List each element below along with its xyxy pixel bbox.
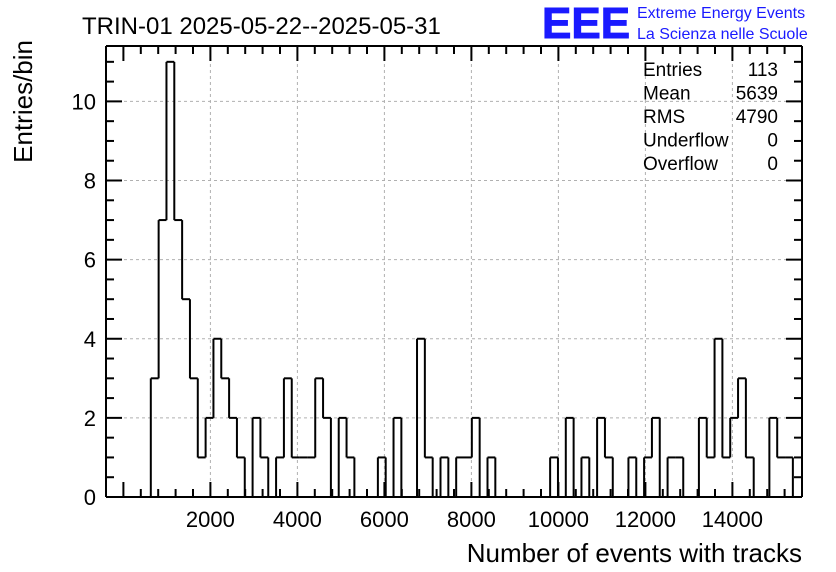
y-tick-label: 6 — [84, 248, 96, 273]
stats-value: 0 — [767, 154, 778, 175]
stats-value: 0 — [767, 131, 778, 152]
x-tick-label: 12000 — [615, 507, 676, 532]
eee-logo-mark: EEE — [542, 0, 630, 48]
stats-value: 113 — [748, 60, 778, 81]
stats-label: Overflow — [643, 154, 718, 175]
x-axis-title: Number of events with tracks — [467, 538, 802, 568]
y-tick-label: 10 — [72, 89, 96, 114]
logo-line-1: Extreme Energy Events — [637, 5, 805, 22]
y-tick-label: 2 — [84, 406, 96, 431]
grid — [106, 46, 802, 497]
y-tick-label: 8 — [84, 169, 96, 194]
x-tick-label: 6000 — [360, 507, 409, 532]
stats-label: Underflow — [643, 131, 729, 152]
tick-labels: 2000 4000 6000 8000 10000 12000 14000 0 2 4 6 8 10 — [72, 89, 763, 532]
stats-value: 5639 — [736, 84, 778, 105]
y-axis-title: Entries/bin — [8, 40, 38, 163]
stats-box: Entries 113 Mean 5639 RMS 4790 Underflow 0 Overf… — [643, 60, 778, 175]
eee-logo: EEE Extreme Energy Events La Scienza nel… — [542, 0, 808, 49]
x-tick-label: 10000 — [528, 507, 589, 532]
logo-line-2: La Scienza nelle Scuole — [637, 26, 808, 43]
x-tick-label: 8000 — [447, 507, 496, 532]
histogram-series — [149, 60, 801, 498]
x-tick-label: 2000 — [186, 507, 235, 532]
stats-value: 4790 — [736, 107, 778, 128]
chart-title: TRIN-01 2025-05-22--2025-05-31 — [82, 13, 441, 40]
x-tick-label: 4000 — [273, 507, 322, 532]
y-tick-label: 4 — [84, 327, 96, 352]
stats-label: Entries — [643, 60, 702, 81]
stats-label: RMS — [643, 107, 685, 128]
stats-label: Mean — [643, 84, 691, 105]
x-tick-label: 14000 — [702, 507, 763, 532]
y-tick-label: 0 — [84, 485, 96, 510]
tick-marks — [106, 46, 803, 498]
